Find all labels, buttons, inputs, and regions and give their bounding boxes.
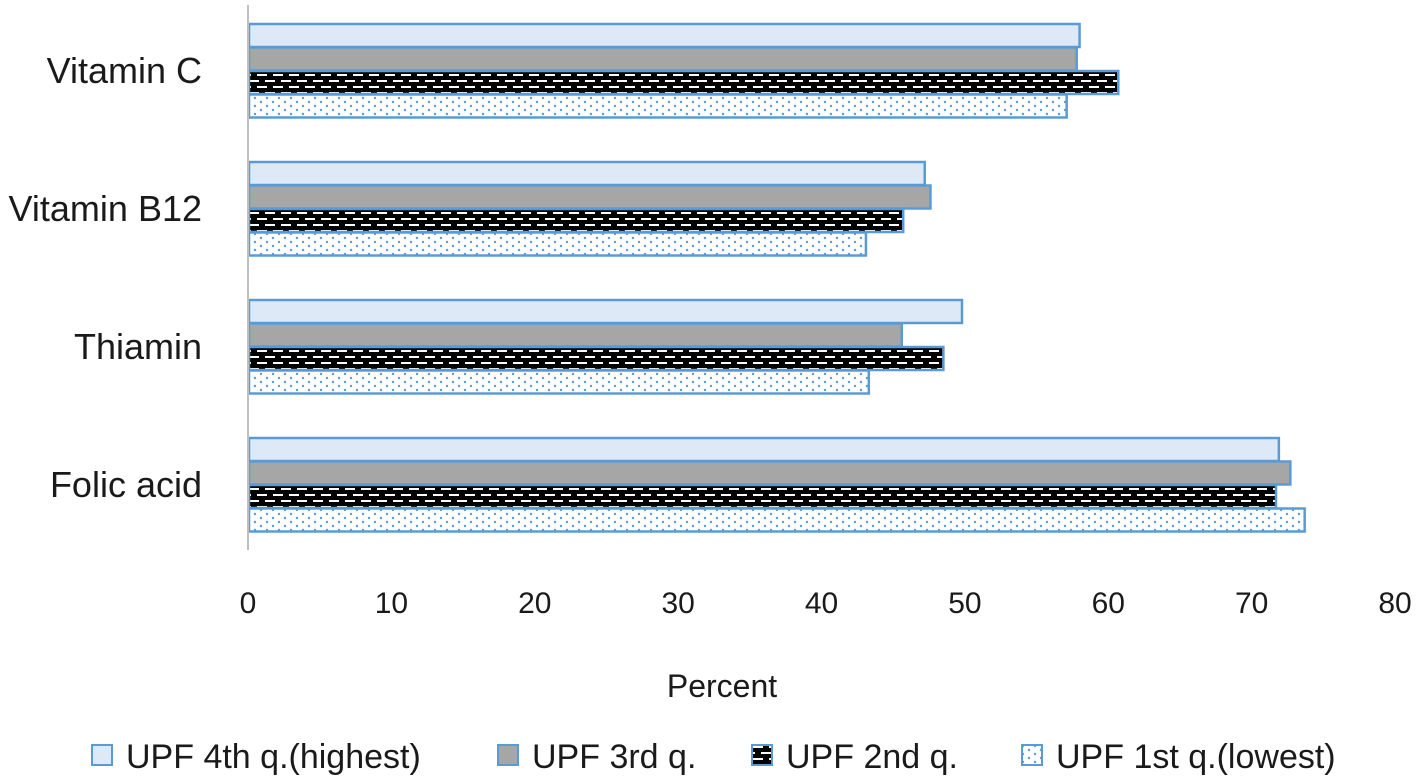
- bar: [247, 483, 1278, 510]
- legend-item: UPF 3rd q.: [497, 738, 696, 776]
- category-group: [247, 22, 1120, 119]
- bar: [247, 69, 1120, 96]
- legend-label: UPF 2nd q.: [786, 738, 958, 776]
- legend-label: UPF 4th q.(highest): [126, 738, 421, 776]
- x-tick-label: 40: [805, 587, 838, 620]
- x-tick-label: 50: [948, 587, 981, 620]
- bar: [247, 207, 905, 234]
- legend-swatch: [1021, 744, 1043, 766]
- category-label: Vitamin C: [47, 50, 202, 91]
- legend-swatch: [497, 744, 519, 766]
- x-tick-label: 60: [1092, 587, 1125, 620]
- category-group: [247, 298, 964, 395]
- bar: [247, 322, 904, 348]
- bar: [247, 507, 1306, 533]
- x-tick-labels: 0 10 20 30 40 50 60 70 80: [240, 587, 1412, 620]
- bar: [247, 298, 964, 325]
- category-labels: Vitamin C Vitamin B12 Thiamin Folic acid: [9, 50, 202, 505]
- legend-label: UPF 3rd q.: [532, 738, 696, 776]
- bar: [247, 46, 1078, 72]
- bar: [247, 436, 1281, 463]
- category-group: [247, 436, 1306, 533]
- legend-label: UPF 1st q.(lowest): [1056, 738, 1336, 776]
- bar: [247, 184, 932, 210]
- bar: [247, 369, 871, 395]
- x-tick-label: 10: [375, 587, 408, 620]
- legend-swatch: [751, 744, 773, 766]
- bar: [247, 160, 926, 187]
- category-label: Thiamin: [74, 326, 202, 367]
- legend: UPF 4th q.(highest) UPF 3rd q. UPF 2nd q. U…: [91, 738, 1336, 776]
- legend-swatch: [91, 744, 113, 766]
- x-tick-label: 0: [240, 587, 257, 620]
- legend-item: UPF 2nd q.: [751, 738, 958, 776]
- x-tick-label: 70: [1235, 587, 1268, 620]
- bar: [247, 93, 1068, 119]
- x-tick-label: 80: [1378, 587, 1411, 620]
- category-label: Vitamin B12: [9, 188, 202, 229]
- x-tick-label: 30: [661, 587, 694, 620]
- bars-layer: [247, 22, 1306, 533]
- legend-item: UPF 1st q.(lowest): [1021, 738, 1336, 776]
- legend-item: UPF 4th q.(highest): [91, 738, 421, 776]
- bar: [247, 460, 1292, 486]
- x-axis-title: Percent: [667, 668, 777, 704]
- bar: [247, 345, 945, 372]
- x-tick-label: 20: [518, 587, 551, 620]
- bar: [247, 231, 868, 257]
- category-label: Folic acid: [50, 464, 202, 505]
- bar: [247, 22, 1081, 49]
- category-group: [247, 160, 932, 257]
